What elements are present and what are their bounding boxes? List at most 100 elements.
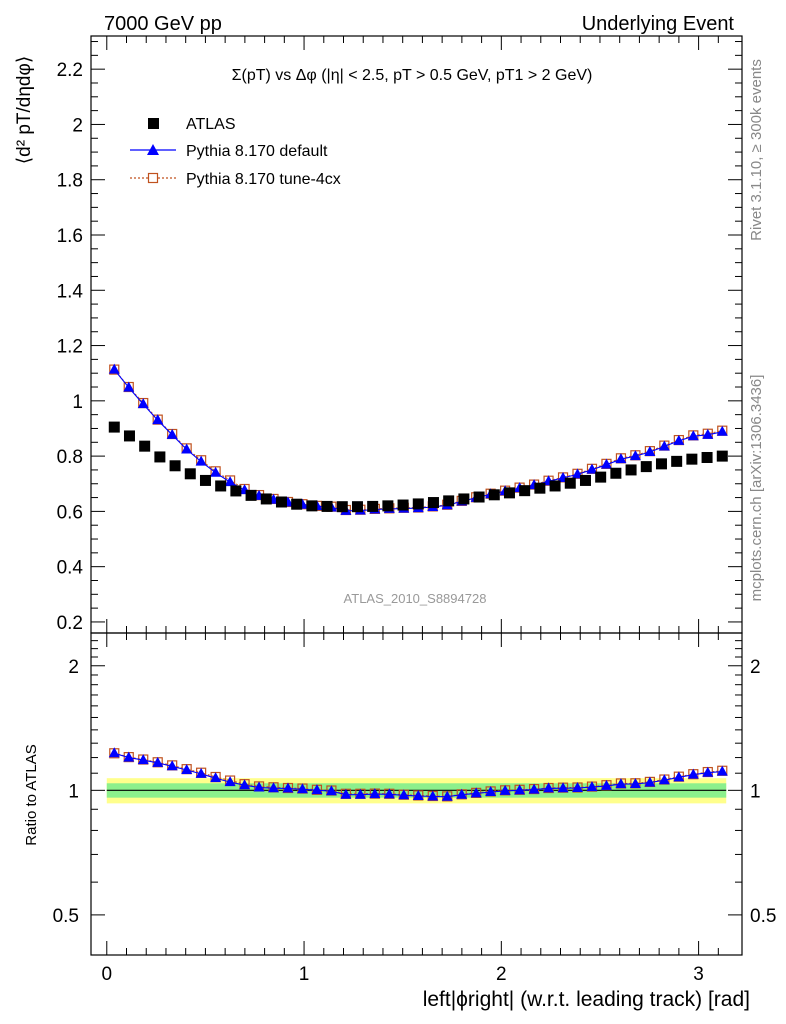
pythia-default-point bbox=[615, 453, 627, 464]
ratio-pythia-default-point bbox=[181, 763, 193, 774]
atlas-point bbox=[154, 451, 166, 463]
ratio-pythia-default-point bbox=[340, 788, 352, 799]
ratio-pythia-default-point bbox=[369, 788, 381, 799]
pythia-default-point bbox=[687, 430, 699, 441]
ratio-pythia-default-point bbox=[644, 776, 656, 787]
tune-4cx-line bbox=[113, 369, 723, 511]
atlas-point bbox=[503, 487, 515, 499]
header-right: Underlying Event bbox=[582, 13, 735, 35]
pythia-default-point bbox=[600, 458, 612, 469]
atlas-point bbox=[716, 450, 728, 462]
atlas-point bbox=[275, 496, 287, 508]
ratio-pythia-default-point bbox=[383, 788, 395, 799]
pythia-default-point bbox=[152, 414, 164, 425]
mcplots-label: mcplots.cern.ch [arXiv:1306.3436] bbox=[748, 375, 765, 602]
header-left: 7000 GeV pp bbox=[104, 13, 222, 35]
pythia-default-point bbox=[181, 443, 193, 454]
ratio-pythia-default-point bbox=[600, 779, 612, 790]
ratio-pythia-default-point bbox=[210, 772, 222, 783]
watermark: ATLAS_2010_S8894728 bbox=[344, 591, 487, 606]
atlas-point bbox=[595, 471, 607, 483]
atlas-point bbox=[199, 474, 211, 486]
legend: ATLAS Pythia 8.170 default Pythia 8.170 … bbox=[130, 116, 341, 188]
main-y-tick-label: 2.2 bbox=[57, 60, 83, 81]
pythia-default-point bbox=[108, 363, 120, 374]
ratio-pythia-default-point bbox=[253, 781, 265, 792]
ratio-pythia-default-point bbox=[658, 774, 670, 785]
main-y-tick-label: 0.2 bbox=[57, 613, 83, 634]
main-y-tick-label: 1.6 bbox=[57, 226, 83, 247]
atlas-point bbox=[169, 460, 181, 472]
atlas-point bbox=[306, 500, 318, 512]
ratio-panel: 0.5 0.5 1 1 2 2 0 1 2 3 Ratio to ATLAS left|ϕrigh… bbox=[23, 632, 776, 1011]
atlas-point bbox=[397, 499, 409, 511]
atlas-point bbox=[367, 500, 379, 512]
atlas-point bbox=[291, 498, 303, 510]
x-axis-label: left|ϕright| (w.r.t. leading track) [rad… bbox=[423, 988, 750, 1011]
ratio-pythia-default-point bbox=[441, 790, 453, 801]
ratio-pythia-default-point bbox=[687, 768, 699, 779]
pythia-default-point bbox=[716, 425, 728, 436]
main-y-tick-label: 0.8 bbox=[57, 447, 83, 468]
atlas-point bbox=[458, 493, 470, 505]
atlas-point bbox=[549, 480, 561, 492]
atlas-point bbox=[701, 451, 713, 463]
legend-marker-default bbox=[147, 144, 159, 155]
atlas-point bbox=[382, 500, 394, 512]
x-tick-label: 3 bbox=[693, 964, 704, 985]
ratio-y-tick-label: 0.5 bbox=[53, 906, 79, 927]
atlas-point bbox=[351, 501, 363, 513]
x-tick-label: 0 bbox=[101, 964, 112, 985]
x-tick-label: 1 bbox=[299, 964, 310, 985]
main-panel: 0.2 0.4 0.6 0.8 1 1.2 1.4 1.6 1.8 2 2.2 Σ(pT) vs Δ… bbox=[14, 35, 743, 634]
ratio-pythia-default-point bbox=[572, 782, 584, 793]
ratio-pythia-default-point bbox=[224, 776, 236, 787]
ratio-pythia-default-point bbox=[239, 779, 251, 790]
ratio-pythia-default-point bbox=[702, 766, 714, 777]
atlas-point bbox=[473, 491, 485, 503]
ratio-pythia-default-point bbox=[398, 789, 410, 800]
atlas-point bbox=[184, 468, 196, 480]
ratio-y-tick-label-right: 1 bbox=[750, 781, 761, 802]
ratio-pythia-default-point bbox=[629, 777, 641, 788]
atlas-point bbox=[260, 493, 272, 505]
legend-marker-atlas bbox=[148, 118, 159, 129]
legend-entry-default: Pythia 8.170 default bbox=[186, 143, 328, 160]
atlas-point bbox=[245, 489, 257, 501]
ratio-y-tick-label: 2 bbox=[68, 657, 79, 678]
x-tick-label: 2 bbox=[496, 964, 507, 985]
ratio-pythia-default-point bbox=[470, 787, 482, 798]
atlas-point bbox=[655, 458, 667, 470]
atlas-point bbox=[336, 501, 348, 513]
legend-entry-tune: Pythia 8.170 tune-4cx bbox=[186, 171, 341, 188]
main-y-tick-label: 0.4 bbox=[57, 558, 84, 579]
ratio-pythia-default-point bbox=[166, 760, 178, 771]
ratio-pythia-default-point bbox=[586, 781, 598, 792]
ratio-pythia-default-point bbox=[427, 790, 439, 801]
ratio-y-tick-label-right: 0.5 bbox=[750, 906, 776, 927]
main-y-tick-label: 1 bbox=[72, 392, 83, 413]
ratio-pythia-default-point bbox=[456, 788, 468, 799]
atlas-point bbox=[139, 440, 151, 452]
ratio-pythia-default-point bbox=[485, 785, 497, 796]
main-y-tick-label: 1.2 bbox=[57, 337, 83, 358]
atlas-point bbox=[443, 495, 455, 507]
pythia-default-point bbox=[644, 445, 656, 456]
atlas-point bbox=[519, 485, 531, 497]
atlas-point bbox=[579, 474, 591, 486]
ratio-pythia-default-point bbox=[152, 756, 164, 767]
ratio-pythia-default-point bbox=[195, 767, 207, 778]
atlas-point bbox=[610, 467, 622, 479]
ratio-pythia-default-point bbox=[673, 771, 685, 782]
ratio-pythia-default-point bbox=[615, 778, 627, 789]
main-y-tick-label: 1.4 bbox=[57, 281, 84, 302]
pythia-default-point bbox=[210, 466, 222, 477]
ratio-pythia-default-point bbox=[108, 747, 120, 758]
atlas-point bbox=[412, 498, 424, 510]
ratio-pythia-default-point bbox=[354, 788, 366, 799]
ratio-pythia-default-point bbox=[123, 751, 135, 762]
atlas-point bbox=[108, 421, 120, 433]
ratio-pythia-default-point bbox=[325, 785, 337, 796]
pythia-default-point bbox=[658, 440, 670, 451]
